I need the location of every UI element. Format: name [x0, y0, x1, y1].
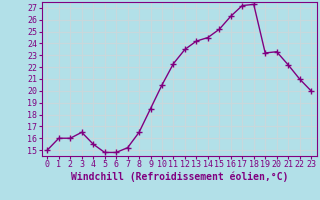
X-axis label: Windchill (Refroidissement éolien,°C): Windchill (Refroidissement éolien,°C) — [70, 172, 288, 182]
